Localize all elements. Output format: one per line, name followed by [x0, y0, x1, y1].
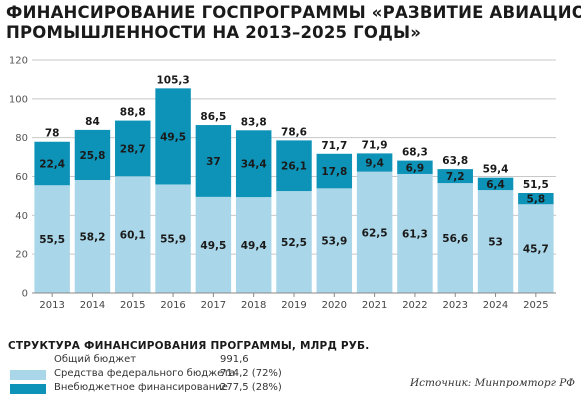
- data-label-federal: 61,3: [402, 228, 428, 240]
- data-label-extrabudget: 37: [206, 156, 221, 168]
- bar-federal: [356, 171, 393, 293]
- x-tick-label: 2024: [483, 300, 508, 311]
- data-label-federal: 49,5: [200, 240, 226, 252]
- bar-federal: [316, 188, 353, 293]
- data-label-total: 71,7: [321, 140, 347, 152]
- bar-federal: [397, 173, 433, 293]
- bar-federal: [74, 179, 111, 293]
- legend-swatch-extrabudget: [10, 384, 46, 394]
- x-tick-label: 2013: [39, 300, 64, 311]
- bar-federal: [115, 176, 151, 293]
- data-label-extrabudget: 9,4: [365, 158, 384, 170]
- data-label-federal: 53: [488, 237, 503, 249]
- data-label-federal: 55,5: [39, 234, 65, 246]
- legend-swatch-federal: [10, 370, 46, 380]
- data-label-total: 51,5: [523, 179, 549, 191]
- bar-extrabudget: [477, 177, 514, 191]
- data-label-extrabudget: 34,4: [241, 159, 267, 171]
- bar-extrabudget: [115, 120, 151, 177]
- x-tick-label: 2022: [402, 300, 427, 311]
- data-label-extrabudget: 5,8: [527, 194, 546, 206]
- legend-value-total: 991,6: [220, 354, 249, 365]
- bar-extrabudget: [74, 129, 111, 180]
- bar-federal: [477, 190, 514, 293]
- data-label-extrabudget: 7,2: [446, 171, 465, 183]
- y-tick-label: 40: [15, 211, 28, 222]
- bar-federal: [276, 191, 312, 293]
- bar-extrabudget: [276, 140, 312, 192]
- data-label-total: 71,9: [362, 139, 388, 151]
- data-label-total: 59,4: [483, 164, 509, 176]
- bar-extrabudget: [356, 153, 393, 172]
- stacked-bar-chart: 0 20 40 60 80 100 120 55,5 22,4 78 2013 58,2 25,8 84 2…: [9, 56, 556, 311]
- x-tick-label: 2020: [322, 300, 347, 311]
- bar-extrabudget: [235, 130, 272, 198]
- x-tick-label: 2014: [80, 300, 105, 311]
- chart-title-line-2: ПРОМЫШЛЕННОСТИ НА 2013–2025 ГОДЫ»: [6, 23, 422, 42]
- x-tick-label: 2021: [362, 300, 387, 311]
- data-label-total: 86,5: [200, 111, 226, 123]
- legend-label-federal: Средства федерального бюджета: [54, 368, 236, 379]
- data-label-extrabudget: 22,4: [39, 158, 65, 170]
- bar-extrabudget: [316, 153, 353, 189]
- data-label-extrabudget: 49,5: [160, 131, 186, 143]
- y-tick-label: 100: [9, 94, 28, 105]
- y-tick-label: 0: [22, 289, 28, 300]
- bar-extrabudget: [437, 169, 473, 184]
- data-label-extrabudget: 28,7: [120, 143, 146, 155]
- legend-label-total: Общий бюджет: [54, 354, 137, 365]
- data-label-federal: 45,7: [523, 244, 549, 256]
- data-label-total: 78,6: [281, 126, 307, 138]
- bar-federal: [155, 184, 191, 293]
- data-label-extrabudget: 6,9: [406, 162, 425, 174]
- y-tick-label: 20: [15, 250, 28, 261]
- x-tick-label: 2015: [120, 300, 145, 311]
- data-label-total: 83,8: [241, 116, 267, 128]
- bar-extrabudget: [518, 193, 554, 205]
- data-label-federal: 55,9: [160, 234, 186, 246]
- bar-extrabudget: [195, 125, 232, 197]
- data-label-extrabudget: 6,4: [486, 179, 505, 191]
- data-label-federal: 56,6: [442, 233, 468, 245]
- bar-federal: [437, 183, 473, 293]
- bar-extrabudget: [155, 88, 191, 185]
- data-label-total: 105,3: [156, 74, 189, 86]
- legend-value-federal: 714,2 (72%): [220, 368, 282, 379]
- data-label-total: 78: [45, 128, 60, 140]
- chart-title-line-1: ФИНАНСИРОВАНИЕ ГОСПРОГРАММЫ «РАЗВИТИЕ АВ…: [6, 3, 581, 22]
- bar-federal: [34, 185, 70, 293]
- data-label-extrabudget: 25,8: [80, 150, 106, 162]
- x-tick-label: 2018: [241, 300, 266, 311]
- data-label-total: 68,3: [402, 147, 428, 159]
- legend-title: СТРУКТУРА ФИНАНСИРОВАНИЯ ПРОГРАММЫ, МЛРД…: [8, 340, 370, 352]
- data-label-federal: 53,9: [321, 236, 347, 248]
- x-tick-label: 2023: [443, 300, 468, 311]
- data-label-federal: 60,1: [120, 230, 146, 242]
- x-tick-label: 2025: [523, 300, 548, 311]
- y-tick-label: 120: [9, 56, 28, 67]
- bar-federal: [518, 204, 554, 293]
- bar-federal: [235, 197, 272, 293]
- legend-value-extrabudget: 277,5 (28%): [220, 382, 282, 393]
- legend-label-extrabudget: Внебюджетное финансирование: [54, 382, 228, 393]
- data-label-extrabudget: 17,8: [321, 166, 347, 178]
- data-label-federal: 52,5: [281, 237, 307, 249]
- data-label-federal: 62,5: [362, 227, 388, 239]
- y-tick-label: 80: [15, 133, 28, 144]
- bar-extrabudget: [397, 160, 433, 174]
- data-label-total: 84: [85, 116, 100, 128]
- x-tick-label: 2016: [160, 300, 185, 311]
- data-label-extrabudget: 26,1: [281, 161, 307, 173]
- x-tick-label: 2019: [281, 300, 306, 311]
- data-label-total: 88,8: [120, 107, 146, 119]
- data-label-total: 63,8: [442, 155, 468, 167]
- data-label-federal: 58,2: [80, 231, 106, 243]
- bar-federal: [195, 196, 232, 293]
- x-tick-label: 2017: [201, 300, 226, 311]
- data-label-federal: 49,4: [241, 240, 267, 252]
- source-note: Источник: Минпромторг РФ: [409, 377, 575, 389]
- bar-extrabudget: [34, 141, 70, 186]
- y-tick-label: 60: [15, 172, 28, 183]
- chart-title: ФИНАНСИРОВАНИЕ ГОСПРОГРАММЫ «РАЗВИТИЕ АВ…: [6, 3, 581, 43]
